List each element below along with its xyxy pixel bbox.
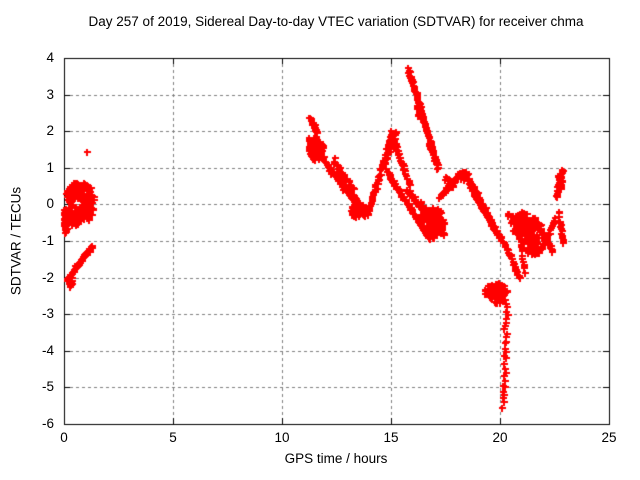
y-tick-label: -1 — [41, 233, 54, 248]
x-tick-label: 25 — [601, 430, 617, 445]
y-tick-label: 3 — [46, 86, 54, 102]
y-tick-label: 0 — [46, 196, 54, 212]
x-tick-label: 20 — [492, 430, 508, 445]
y-tick-label: -3 — [41, 306, 54, 322]
y-tick-label: -6 — [41, 416, 54, 431]
y-tick-label: -4 — [41, 342, 54, 358]
y-tick-label: -2 — [41, 269, 54, 285]
y-tick-label: 4 — [46, 50, 54, 65]
x-tick-label: 15 — [383, 430, 399, 445]
y-tick-label: -5 — [41, 379, 54, 395]
x-tick-label: 0 — [60, 430, 68, 445]
x-tick-label: 10 — [274, 430, 290, 445]
y-tick-label: 1 — [46, 159, 54, 175]
x-tick-label: 5 — [169, 430, 177, 445]
x-axis-label: GPS time / hours — [284, 451, 388, 466]
y-tick-label: 2 — [46, 123, 54, 139]
chart-title: Day 257 of 2019, Sidereal Day-to-day VTE… — [88, 14, 584, 29]
